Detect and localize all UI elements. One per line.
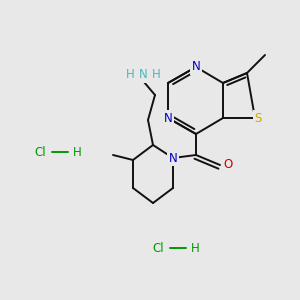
- Text: N: N: [169, 152, 177, 164]
- Text: Cl: Cl: [152, 242, 164, 254]
- Text: Cl: Cl: [34, 146, 46, 158]
- Text: H: H: [190, 242, 200, 254]
- Text: S: S: [254, 112, 262, 124]
- Text: O: O: [224, 158, 232, 172]
- Text: N: N: [164, 112, 172, 124]
- Text: N: N: [192, 61, 200, 74]
- Text: H: H: [126, 68, 134, 82]
- Text: H: H: [152, 68, 160, 82]
- Text: N: N: [139, 68, 147, 82]
- Text: H: H: [73, 146, 81, 158]
